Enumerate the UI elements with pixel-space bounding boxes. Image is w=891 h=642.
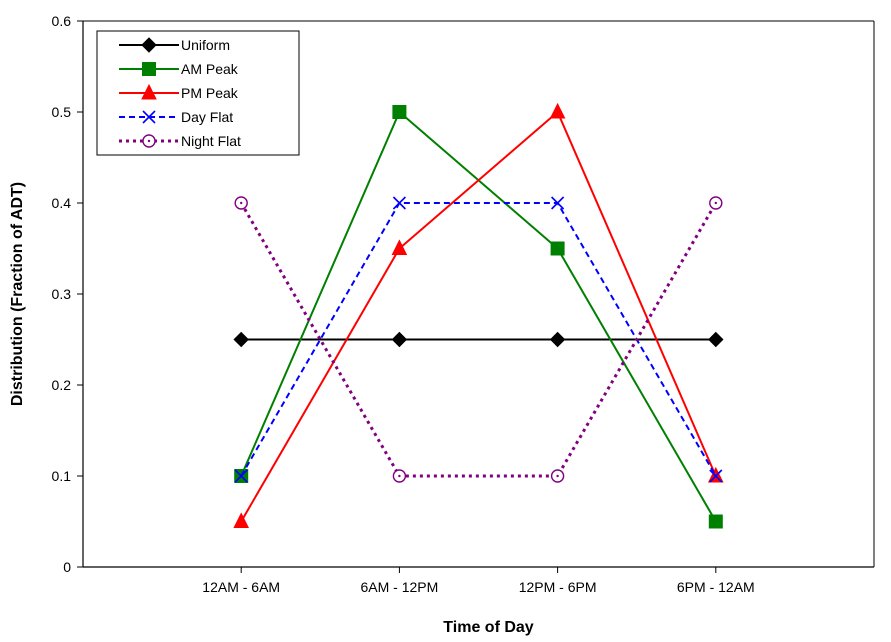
data-point-uniform bbox=[391, 331, 408, 348]
legend: Uniform AM Peak PM Peak Day Flat Night Flat bbox=[96, 30, 300, 156]
legend-label-uniform: Uniform bbox=[181, 37, 230, 53]
legend-label-pm-peak: PM Peak bbox=[181, 85, 239, 101]
data-point-day-flat bbox=[709, 469, 723, 483]
data-point-pm-peak bbox=[391, 239, 408, 255]
y-tick-label: 0.4 bbox=[52, 195, 72, 211]
legend-marker-night-flat bbox=[142, 134, 156, 148]
legend-marker-day-flat-stroke bbox=[142, 110, 156, 124]
y-tick-label: 0.6 bbox=[52, 13, 72, 29]
legend-marker-pm-peak bbox=[141, 83, 157, 100]
series-line-pm-peak bbox=[240, 110, 717, 523]
x-tick-label: 6PM - 12AM bbox=[677, 579, 755, 595]
legend-entry-night-flat: Night Flat bbox=[119, 133, 241, 149]
legend-marker-night-flat-dot bbox=[147, 139, 151, 143]
data-point-day-flat-stroke bbox=[392, 196, 406, 210]
data-point-day-flat bbox=[234, 469, 248, 483]
plot-area bbox=[233, 102, 724, 529]
data-point-night-flat bbox=[550, 469, 565, 483]
data-point-day-flat bbox=[392, 196, 406, 210]
data-point-uniform bbox=[549, 331, 566, 348]
legend-label-am-peak: AM Peak bbox=[181, 61, 239, 77]
data-point-pm-peak bbox=[549, 102, 566, 119]
data-point-night-flat bbox=[709, 196, 723, 210]
series-line-night-flat bbox=[239, 202, 718, 478]
series-night-flat bbox=[234, 196, 723, 483]
data-point-am-peak bbox=[708, 514, 723, 529]
x-axis-title: Time of Day bbox=[443, 619, 534, 636]
x-tick-label: 6AM - 12PM bbox=[360, 579, 438, 595]
data-point-night-flat bbox=[392, 469, 407, 483]
data-point-am-peak bbox=[392, 105, 407, 119]
data-point-day-flat-stroke bbox=[551, 196, 565, 210]
y-tick-label: 0.5 bbox=[52, 104, 72, 120]
x-tick-label: 12PM - 6PM bbox=[519, 579, 597, 595]
data-point-night-flat bbox=[234, 196, 248, 210]
y-tick-label: 0.1 bbox=[52, 468, 72, 484]
legend-marker-day-flat bbox=[142, 110, 156, 124]
axes: 0 0.1 0.2 0.3 0.4 0.5 0.6 12AM - 6AM 6AM - 12PM 1… bbox=[52, 13, 875, 595]
data-point-night-flat-dot bbox=[556, 474, 559, 478]
data-point-uniform bbox=[708, 331, 724, 348]
legend-marker-am-peak bbox=[142, 62, 156, 76]
data-point-uniform bbox=[233, 331, 249, 348]
legend-entry-day-flat: Day Flat bbox=[119, 109, 233, 125]
data-point-night-flat-dot bbox=[398, 474, 401, 478]
data-point-day-flat bbox=[551, 196, 565, 210]
legend-entry-uniform: Uniform bbox=[119, 37, 230, 53]
data-point-day-flat-stroke bbox=[709, 469, 723, 483]
legend-entry-am-peak: AM Peak bbox=[119, 61, 239, 77]
legend-entry-pm-peak: PM Peak bbox=[119, 83, 239, 101]
legend-label-night-flat: Night Flat bbox=[181, 133, 241, 149]
y-tick-label: 0 bbox=[63, 559, 71, 575]
y-tick-label: 0.2 bbox=[52, 377, 72, 393]
x-tick-label: 12AM - 6AM bbox=[202, 579, 280, 595]
legend-label-day-flat: Day Flat bbox=[181, 109, 233, 125]
legend-marker-uniform bbox=[141, 37, 157, 53]
data-point-day-flat-stroke bbox=[234, 469, 248, 483]
data-point-pm-peak bbox=[233, 512, 250, 528]
data-point-am-peak bbox=[550, 241, 565, 256]
data-point-night-flat-dot bbox=[240, 201, 243, 205]
data-point-night-flat-dot bbox=[714, 201, 717, 205]
y-tick-label: 0.3 bbox=[52, 286, 72, 302]
y-axis-title: Distribution (Fraction of ADT) bbox=[9, 182, 26, 406]
